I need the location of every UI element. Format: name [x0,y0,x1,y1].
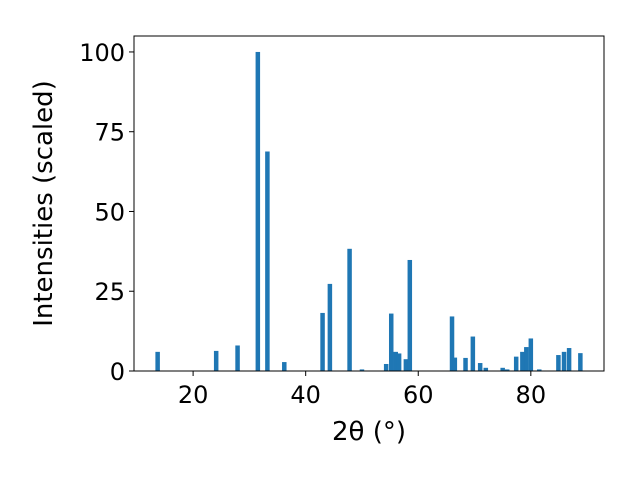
y-tick-label: 75 [94,119,125,147]
bar [327,283,333,371]
y-tick-label: 50 [94,198,125,226]
bar [449,316,455,371]
y-tick-label: 100 [79,39,125,67]
bar [528,338,534,371]
bar [347,248,352,371]
x-tick-label: 20 [178,381,209,409]
x-axis-label: 2θ (°) [332,417,406,447]
bar [452,357,458,371]
bar [407,259,413,371]
x-tick-label: 40 [290,381,321,409]
bar [213,350,219,371]
bars-group [155,51,583,371]
bar [504,369,510,371]
bar [359,369,365,371]
x-axis-ticks: 20 40 60 80 [178,371,546,409]
bar [393,351,398,371]
bar [524,347,529,371]
bar [470,336,476,371]
bar [578,353,583,371]
bar [388,313,394,371]
bar [556,355,561,371]
bar [483,367,489,371]
bar [520,351,525,371]
y-tick-label: 25 [94,278,125,306]
bar [255,51,261,371]
bar [566,348,572,371]
bar [500,367,505,371]
bar [265,151,270,371]
bar [383,363,389,371]
y-axis-label: Intensities (scaled) [29,80,59,327]
bar [537,369,542,371]
x-tick-label: 80 [516,381,547,409]
bar [561,351,567,371]
x-tick-label: 60 [403,381,434,409]
y-tick-label: 0 [110,358,125,386]
bar [513,356,519,371]
bar [463,357,468,371]
bar [235,345,240,371]
bar [403,359,409,371]
bar [155,351,160,371]
bar [396,353,402,371]
bar [477,363,483,371]
bar [320,312,325,371]
bar [282,362,287,371]
plot-frame [133,35,605,372]
y-axis-ticks: 0 25 50 75 100 [79,39,134,386]
